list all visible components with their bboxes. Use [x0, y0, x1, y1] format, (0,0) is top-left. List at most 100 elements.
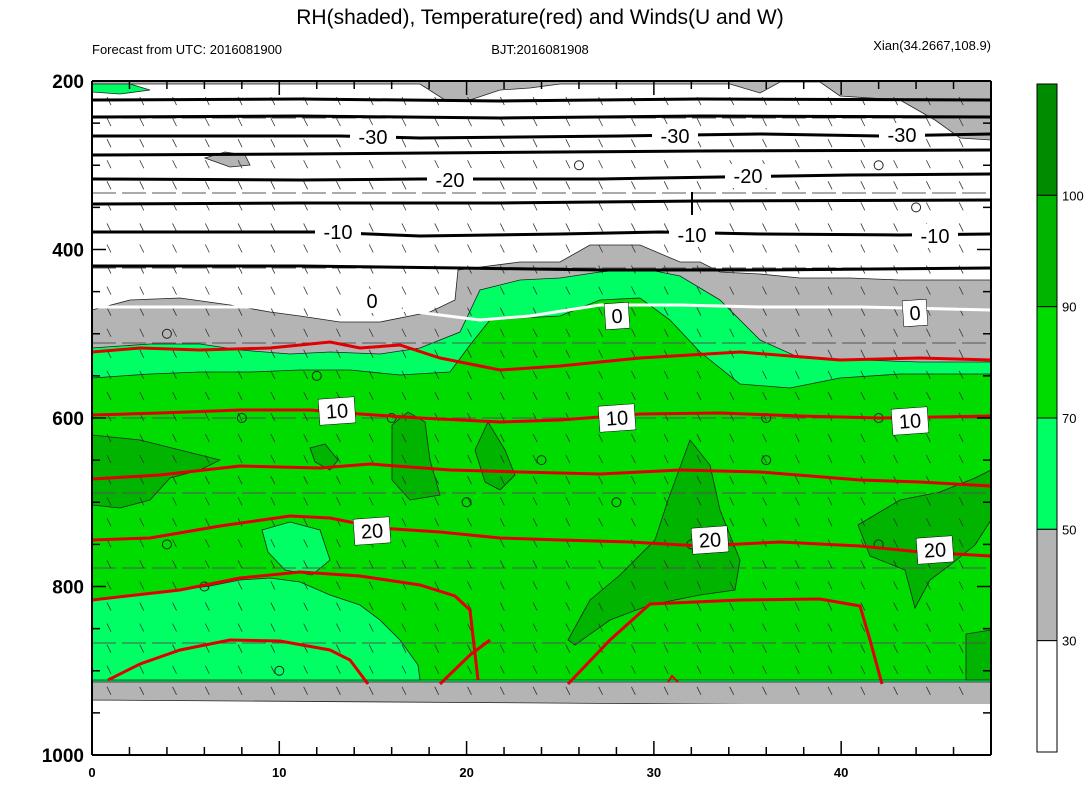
calm-wind-circle	[873, 160, 884, 171]
wind-barb	[532, 349, 538, 358]
contour-label-text: 10	[325, 400, 349, 423]
wind-barb	[860, 244, 866, 253]
wind-barb	[172, 518, 177, 527]
wind-barb	[204, 518, 210, 527]
wind-barb	[696, 665, 702, 674]
wind-barb	[663, 644, 669, 653]
wind-barb	[565, 686, 571, 695]
wind-barb	[696, 518, 702, 527]
wind-barb	[827, 391, 833, 401]
wind-barb	[204, 286, 210, 295]
wind-barb	[467, 286, 472, 295]
colorbar-label: 100	[1062, 188, 1084, 203]
wind-barb	[729, 602, 735, 611]
wind-barb	[467, 349, 472, 358]
wind-barb	[532, 539, 538, 548]
wind-barb	[860, 328, 866, 337]
wind-barb	[139, 223, 145, 232]
wind-barb	[368, 560, 374, 569]
wind-barb	[598, 560, 603, 569]
wind-barb	[696, 602, 702, 611]
wind-barb	[106, 139, 112, 148]
wind-barb	[303, 307, 308, 316]
wind-barb	[499, 286, 505, 295]
contour-label: 0	[901, 298, 929, 328]
wind-barb	[532, 139, 538, 148]
wind-barb	[598, 328, 603, 337]
wind-barb	[794, 454, 800, 464]
wind-barb	[401, 244, 407, 253]
wind-barb	[663, 160, 669, 169]
wind-barb	[762, 391, 767, 401]
wind-barb	[631, 307, 636, 316]
calm-wind-circle	[536, 455, 547, 466]
wind-barb	[401, 349, 407, 358]
wind-barb	[696, 328, 702, 337]
wind-barb	[106, 602, 112, 611]
wind-barb	[270, 117, 276, 127]
wind-barb	[663, 370, 669, 380]
wind-barb	[860, 686, 866, 695]
wind-barb	[958, 370, 964, 380]
wind-barb	[204, 476, 210, 485]
wind-barb	[336, 160, 341, 169]
wind-barb	[336, 370, 341, 380]
wind-barb	[401, 686, 407, 695]
wind-barb	[598, 349, 603, 358]
wind-barb	[762, 602, 767, 611]
forecast-label: Forecast from UTC: 2016081900	[92, 42, 282, 57]
wind-barb	[598, 202, 603, 211]
wind-barb	[303, 244, 308, 253]
wind-barb	[368, 349, 374, 358]
wind-barb	[926, 665, 931, 674]
wind-barb	[336, 286, 341, 295]
wind-barb	[106, 665, 112, 674]
colorbar-label: 30	[1062, 634, 1076, 649]
wind-barb	[631, 518, 636, 527]
wind-barb	[368, 370, 374, 380]
wind-barb	[762, 370, 767, 380]
wind-barb	[106, 686, 112, 695]
wind-barb	[270, 160, 276, 169]
wind-barb	[237, 560, 243, 569]
wind-barb	[106, 623, 112, 632]
wind-barb	[204, 602, 210, 611]
wind-barb	[631, 602, 636, 611]
wind-barb	[303, 412, 308, 422]
wind-barb	[270, 286, 276, 295]
wind-barb	[336, 497, 341, 506]
wind-barb	[237, 286, 243, 295]
wind-barb	[336, 181, 341, 190]
wind-barb	[270, 623, 276, 632]
rh-region-darkgreen-b	[309, 443, 339, 471]
wind-barb	[827, 139, 833, 148]
wind-barb	[336, 665, 341, 674]
wind-barb	[958, 560, 964, 569]
wind-barb	[565, 581, 571, 590]
wind-barb	[663, 391, 669, 401]
wind-barb	[827, 286, 833, 295]
wind-barb	[237, 476, 243, 485]
wind-barb	[729, 497, 735, 506]
wind-barb	[532, 665, 538, 674]
wind-barb	[663, 244, 669, 253]
wind-barb	[499, 665, 505, 674]
wind-barb	[598, 244, 603, 253]
wind-barb	[336, 476, 341, 485]
wind-barb	[729, 202, 735, 211]
wind-barb	[204, 223, 210, 232]
wind-barb	[729, 476, 735, 485]
wind-barb	[893, 202, 898, 211]
wind-barb	[106, 560, 112, 569]
wind-barb	[663, 307, 669, 316]
wind-barb	[303, 581, 308, 590]
wind-barb	[172, 602, 177, 611]
wind-barb	[303, 328, 308, 337]
wind-barb	[696, 117, 702, 127]
wind-barb	[565, 286, 571, 295]
wind-barb	[237, 328, 243, 337]
wind-barb	[434, 686, 440, 695]
wind-barb	[631, 623, 636, 632]
wind-barb	[860, 286, 866, 295]
wind-barb	[827, 181, 833, 190]
